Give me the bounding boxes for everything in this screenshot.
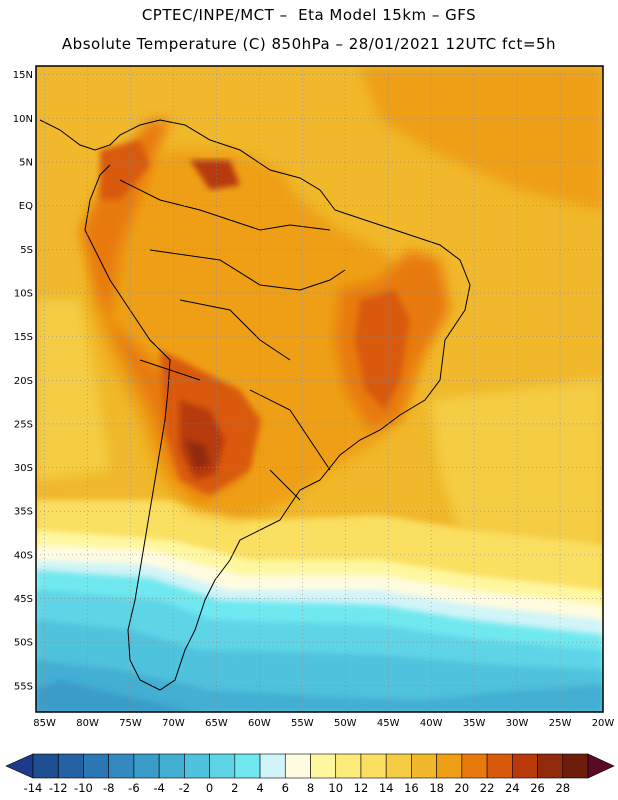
lat-tick-label: 15S [14, 332, 33, 343]
colorbar-swatch [259, 753, 286, 779]
lat-tick-label: 20S [14, 376, 33, 387]
colorbar-tick-label: 22 [480, 781, 495, 795]
lon-tick-label: 85W [33, 718, 56, 729]
lon-tick-label: 35W [463, 718, 486, 729]
lat-tick-label: 50S [14, 638, 33, 649]
lat-tick-label: 10N [13, 114, 33, 125]
lat-tick-label: 45S [14, 594, 33, 605]
colorbar-swatch [461, 753, 488, 779]
colorbar-swatch [486, 753, 513, 779]
lon-tick-label: 50W [334, 718, 357, 729]
colorbar-tick-label: 8 [307, 781, 314, 795]
lat-tick-label: 35S [14, 507, 33, 518]
latitude-labels: 15N 10N 5N EQ 5S 10S 15S 20S 25S 30S 35S 40S 45S 50S 5… [13, 70, 33, 692]
colorbar-swatch [133, 753, 160, 779]
lat-tick-label: 30S [14, 463, 33, 474]
colorbar-swatch [57, 753, 84, 779]
chart-title: CPTEC/INPE/MCT – Eta Model 15km – GFS [141, 6, 477, 24]
colorbar-tick-label: 24 [505, 781, 520, 795]
colorbar-swatch [32, 753, 59, 779]
colorbar-swatch [108, 753, 135, 779]
colorbar-over-arrow [587, 753, 615, 779]
colorbar-tick-label: 10 [328, 781, 343, 795]
colorbar-tick-label: -8 [103, 781, 114, 795]
colorbar-tick-label: -12 [49, 781, 68, 795]
lat-tick-label: 40S [14, 550, 33, 561]
lat-tick-label: 15N [13, 70, 33, 81]
colorbar-swatch [335, 753, 362, 779]
colorbar-swatch [360, 753, 387, 779]
chart-subtitle: Absolute Temperature (C) 850hPa – 28/01/… [61, 35, 557, 53]
lat-tick-label: 55S [14, 681, 33, 692]
colorbar-swatch [310, 753, 337, 779]
colorbar-swatch [537, 753, 564, 779]
colorbar-swatch [512, 753, 538, 779]
colorbar-swatch [234, 753, 261, 779]
lon-tick-label: 80W [76, 718, 99, 729]
graticule [36, 66, 604, 712]
lat-tick-label: 25S [14, 419, 33, 430]
longitude-labels: 85W 80W 75W 70W 65W 60W 55W 50W 45W 40W 35W 30W 25W 2… [33, 718, 614, 729]
lon-tick-label: 70W [162, 718, 185, 729]
colorbar-tick-label: -2 [179, 781, 190, 795]
colorbar-tick-label: 28 [555, 781, 570, 795]
colorbar-swatch [411, 753, 437, 779]
colorbar-tick-label: 26 [530, 781, 545, 795]
lat-tick-label: EQ [19, 201, 33, 212]
lon-tick-label: 60W [248, 718, 271, 729]
lat-tick-label: 10S [14, 288, 33, 299]
colorbar-tick-label: 16 [404, 781, 419, 795]
lon-tick-label: 55W [291, 718, 314, 729]
colorbar-tick-label: 12 [354, 781, 369, 795]
lon-tick-label: 65W [205, 718, 228, 729]
lon-tick-label: 25W [549, 718, 572, 729]
temperature-field [36, 66, 603, 712]
colorbar-swatch [284, 753, 311, 779]
colorbar-swatch [562, 753, 589, 779]
lon-tick-label: 75W [119, 718, 142, 729]
lat-tick-label: 5S [20, 245, 33, 256]
colorbar: -14 -12 -10 -8 -6 -4 -2 0 2 4 6 8 10 12 14 16 18 20 22 24 26… [5, 753, 615, 795]
colorbar-tick-label: 20 [455, 781, 470, 795]
colorbar-tick-label: -6 [128, 781, 139, 795]
colorbar-tick-label: 18 [429, 781, 444, 795]
colorbar-tick-label: 0 [206, 781, 213, 795]
lon-tick-label: 40W [420, 718, 443, 729]
colorbar-tick-label: -4 [153, 781, 164, 795]
colorbar-swatch [385, 753, 412, 779]
colorbar-swatch [158, 753, 185, 779]
colorbar-tick-label: 2 [231, 781, 238, 795]
map-frame [35, 65, 604, 713]
lon-tick-label: 45W [377, 718, 400, 729]
colorbar-swatch [209, 753, 236, 779]
coastlines [39, 119, 471, 691]
lon-tick-label: 20W [592, 718, 615, 729]
colorbar-tick-label: 6 [282, 781, 289, 795]
colorbar-under-arrow [5, 753, 34, 779]
colorbar-tick-label: 14 [379, 781, 394, 795]
lon-tick-label: 30W [506, 718, 529, 729]
colorbar-tick-label: 4 [256, 781, 263, 795]
colorbar-swatch [184, 753, 210, 779]
colorbar-tick-label: -14 [24, 781, 43, 795]
colorbar-tick-label: -10 [74, 781, 93, 795]
colorbar-swatch [436, 753, 463, 779]
colorbar-swatch [83, 753, 109, 779]
lat-tick-label: 5N [19, 158, 33, 169]
